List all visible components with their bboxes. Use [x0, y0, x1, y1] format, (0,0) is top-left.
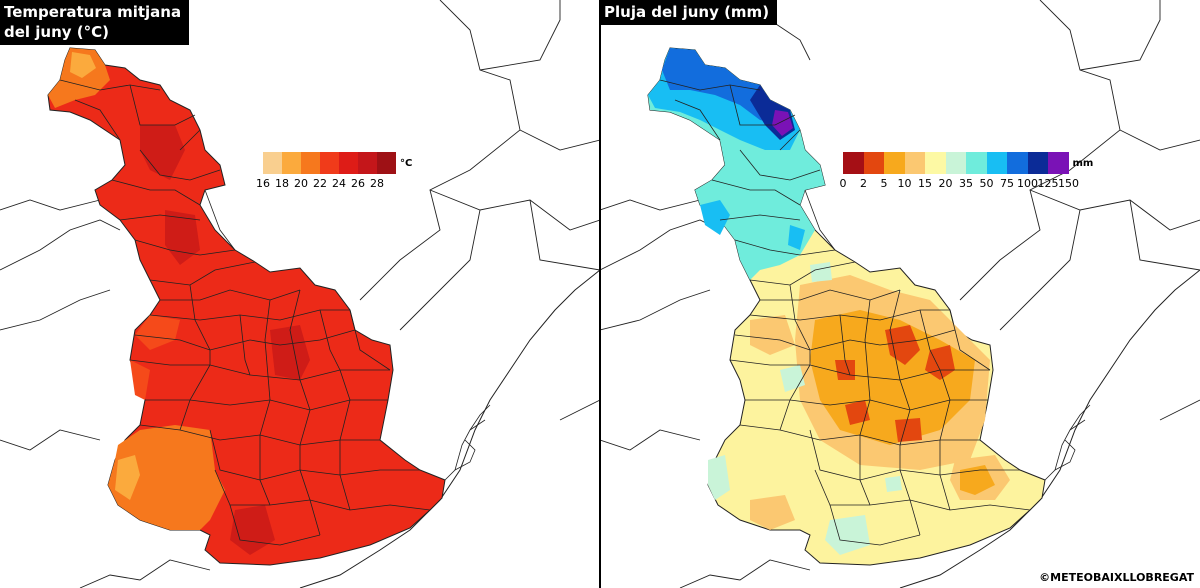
temperature-map-title: Temperatura mitjana del juny (°C): [0, 0, 190, 45]
precipitation-map-panel: Pluja del juny (mm) 0 2 5 10 15 20 35 50 75 100 12…: [600, 0, 1200, 588]
legend-swatch: [986, 152, 1007, 174]
cool-zone-southwest: [108, 425, 225, 530]
legend-tick-label: 16: [256, 177, 270, 190]
coolest-zone-southwest: [115, 455, 140, 500]
legend-tick-label: 26: [351, 177, 365, 190]
temperature-legend: 16 18 20 22 24 26 28 °C: [256, 152, 412, 191]
temperature-map: [0, 0, 600, 588]
zone-20-35mm-4: [885, 476, 902, 492]
legend-tick-label: 15: [918, 177, 932, 190]
legend-swatch: [377, 152, 396, 174]
harbour-detail: [1044, 404, 1091, 481]
background-boundaries: [0, 0, 600, 588]
precipitation-legend-ticks: 0 2 5 10 15 20 35 50 75 100 125 150: [839, 177, 1080, 191]
legend-swatch: [339, 152, 358, 174]
precipitation-map-title: Pluja del juny (mm): [600, 0, 778, 25]
mild-zone-center: [135, 315, 180, 350]
zone-2-5mm-3: [835, 360, 855, 380]
legend-swatch: [884, 152, 905, 174]
harbour-detail: [444, 404, 491, 481]
legend-swatch: [925, 152, 946, 174]
legend-swatch: [301, 152, 320, 174]
legend-swatch: [843, 152, 864, 174]
legend-tick-label: 10: [897, 177, 912, 190]
legend-tick-label: 0: [839, 177, 847, 190]
legend-swatch: [966, 152, 987, 174]
legend-swatch: [1048, 152, 1069, 174]
temperature-legend-ticks: 16 18 20 22 24 26 28: [256, 177, 396, 191]
legend-tick-label: 150: [1058, 177, 1079, 190]
zone-2-5mm-1: [885, 325, 920, 365]
municipal-boundaries: [59, 79, 431, 546]
zone-20-35mm-3: [825, 515, 870, 555]
temperature-legend-unit: °C: [400, 158, 413, 169]
legend-tick-label: 28: [370, 177, 384, 190]
legend-tick-label: 5: [880, 177, 888, 190]
legend-tick-label: 18: [275, 177, 289, 190]
legend-swatch: [904, 152, 925, 174]
legend-tick-label: 20: [938, 177, 953, 190]
legend-tick-label: 22: [313, 177, 327, 190]
legend-tick-label: 75: [1000, 177, 1014, 190]
legend-swatch: [282, 152, 301, 174]
hot-zone-2: [165, 210, 200, 265]
zone-5-10mm-south: [960, 465, 995, 495]
region-fill: [47, 47, 446, 566]
temperature-map-panel: Temperatura mitjana del juny (°C) 16 18 20…: [0, 0, 600, 588]
precipitation-legend-unit: mm: [1072, 158, 1094, 169]
mild-zone-west: [130, 360, 150, 400]
coastline: [899, 269, 1200, 588]
legend-swatch: [263, 152, 282, 174]
zone-20-35mm-5: [810, 262, 832, 282]
hot-zone-4: [230, 505, 275, 555]
zone-2-5mm-2: [925, 345, 955, 380]
legend-swatch: [320, 152, 339, 174]
zone-50-75mm-east: [788, 225, 805, 250]
legend-tick-label: 24: [332, 177, 346, 190]
legend-swatch: [358, 152, 377, 174]
legend-tick-label: 125: [1037, 177, 1059, 190]
panel-divider: [599, 0, 601, 588]
precipitation-legend-colorbar: [843, 152, 1069, 174]
coastline: [299, 269, 600, 588]
legend-swatch: [1007, 152, 1028, 174]
precipitation-map: [600, 0, 1200, 588]
legend-swatch: [945, 152, 966, 174]
legend-swatch: [1027, 152, 1048, 174]
hot-zone-1: [140, 125, 185, 180]
legend-tick-label: 35: [959, 177, 973, 190]
zone-2-5mm-5: [895, 418, 922, 442]
precipitation-legend: 0 2 5 10 15 20 35 50 75 100 125 150 mm: [839, 152, 1093, 191]
credit-text: ©METEOBAIXLLOBREGAT: [1039, 571, 1194, 584]
legend-tick-label: 50: [979, 177, 994, 190]
legend-tick-label: 100: [1017, 177, 1038, 190]
hot-zone-3: [270, 325, 310, 380]
cool-zone-north: [48, 48, 110, 108]
coolest-zone-north: [70, 52, 96, 78]
legend-tick-label: 20: [294, 177, 308, 190]
zone-50-75mm-west: [700, 200, 730, 235]
temperature-legend-colorbar: [263, 152, 396, 174]
zone-10-15mm-southwest: [750, 495, 795, 530]
zone-10-15mm-west: [750, 315, 795, 355]
zone-125-150mm: [772, 110, 793, 136]
zone-20-35mm-2: [708, 455, 730, 500]
municipal-boundaries: [659, 79, 1031, 546]
legend-swatch: [863, 152, 884, 174]
legend-tick-label: 2: [860, 177, 867, 190]
zone-2-5mm-4: [845, 400, 870, 425]
